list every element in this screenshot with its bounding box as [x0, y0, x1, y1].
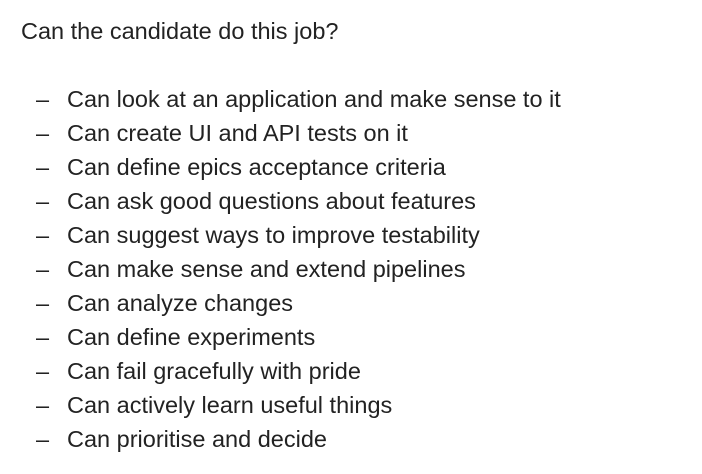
list-item-text: Can analyze changes [67, 290, 294, 316]
dash-bullet: – [36, 86, 50, 112]
dash-bullet: – [36, 222, 50, 248]
list-item-text: Can define experiments [67, 324, 316, 350]
dash-bullet: – [36, 188, 50, 214]
list-item-text: Can look at an application and make sens… [67, 86, 561, 112]
dash-bullet: – [36, 358, 50, 384]
document-heading: Can the candidate do this job? [21, 18, 339, 44]
list-item-text: Can make sense and extend pipelines [67, 256, 466, 282]
dash-bullet: – [36, 324, 50, 350]
list-item-text: Can create UI and API tests on it [67, 120, 408, 146]
list-item-text: Can prioritise and decide [67, 426, 327, 452]
dash-bullet: – [36, 256, 50, 282]
dash-bullet: – [36, 392, 50, 418]
dash-bullet: – [36, 290, 50, 316]
list-item-text: Can actively learn useful things [67, 392, 393, 418]
dash-bullet: – [36, 154, 50, 180]
list-item-text: Can define epics acceptance criteria [67, 154, 446, 180]
dash-bullet: – [36, 426, 50, 452]
dash-bullet: – [36, 120, 50, 146]
list-item-text: Can suggest ways to improve testability [67, 222, 480, 248]
list-item-text: Can ask good questions about features [67, 188, 476, 214]
list-item-text: Can fail gracefully with pride [67, 358, 361, 384]
